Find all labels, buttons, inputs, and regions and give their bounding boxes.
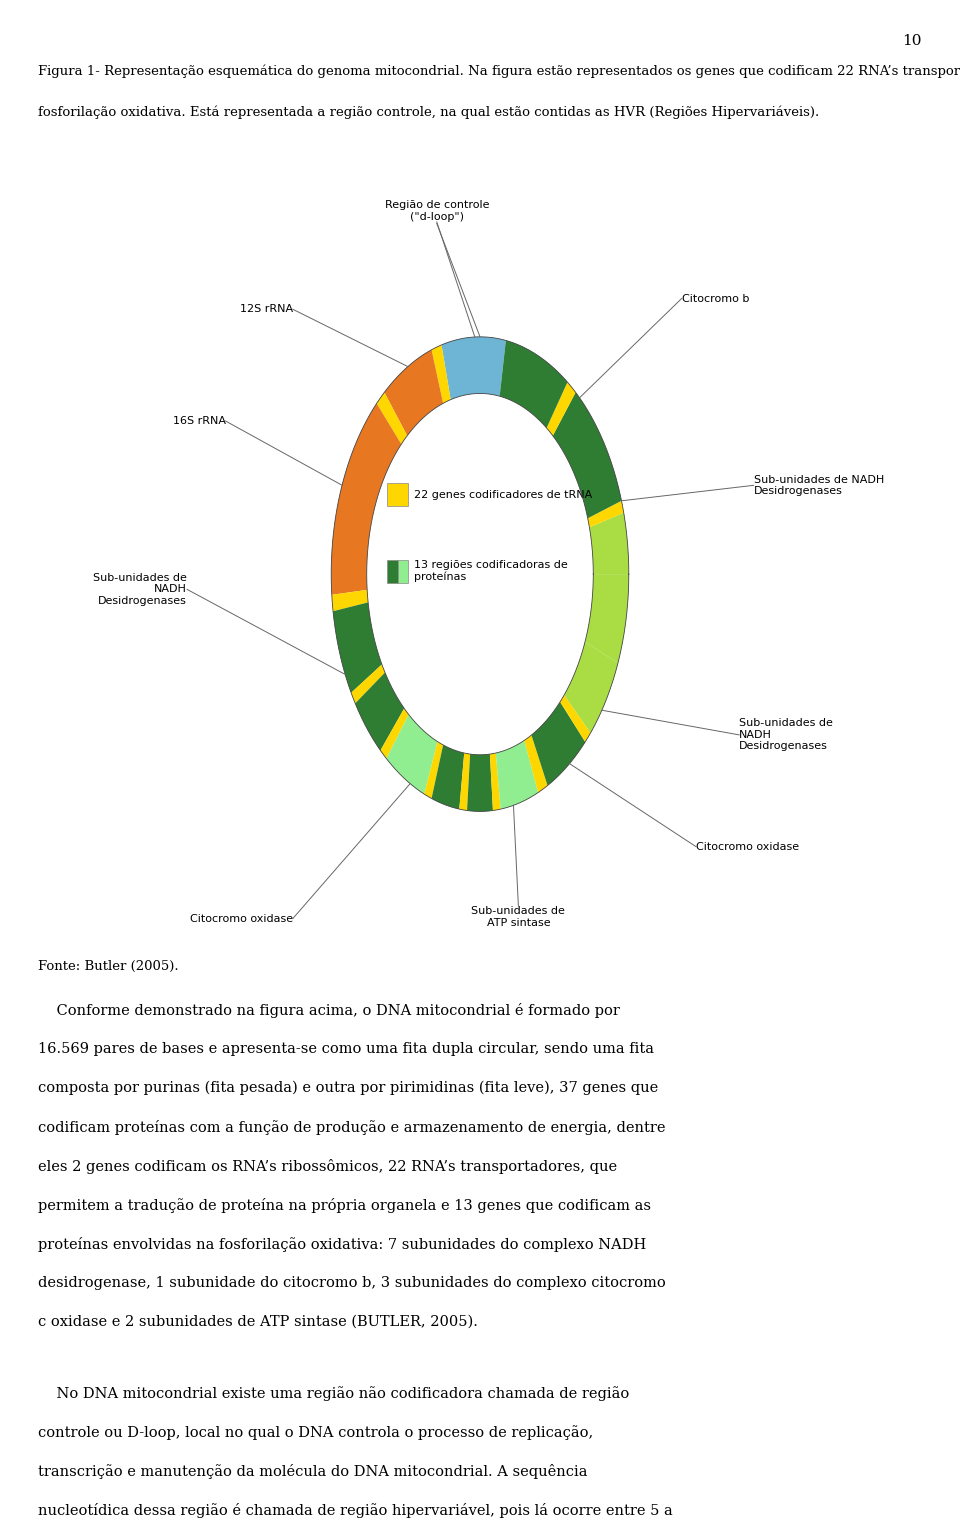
Text: eles 2 genes codificam os RNA’s ribossômicos, 22 RNA’s transportadores, que: eles 2 genes codificam os RNA’s ribossôm…: [38, 1159, 617, 1174]
Text: 12S rRNA: 12S rRNA: [240, 305, 293, 314]
Polygon shape: [585, 574, 629, 663]
Text: transcrição e manutenção da molécula do DNA mitocondrial. A sequência: transcrição e manutenção da molécula do …: [38, 1464, 588, 1479]
Polygon shape: [333, 602, 382, 692]
Polygon shape: [351, 664, 385, 703]
Polygon shape: [560, 695, 590, 743]
Polygon shape: [467, 755, 493, 811]
Text: 22 genes codificadores de tRNA: 22 genes codificadores de tRNA: [414, 490, 592, 499]
Text: Citocromo oxidase: Citocromo oxidase: [696, 842, 799, 851]
Text: fosforilação oxidativa. Está representada a região controle, na qual estão conti: fosforilação oxidativa. Está representad…: [38, 106, 820, 119]
Text: Sub-unidades de
ATP sintase: Sub-unidades de ATP sintase: [471, 906, 565, 928]
Polygon shape: [495, 741, 539, 808]
Polygon shape: [332, 589, 368, 611]
Text: Figura 1- Representação esquemática do genoma mitocondrial. Na figura estão repr: Figura 1- Representação esquemática do g…: [38, 64, 960, 78]
Polygon shape: [524, 735, 547, 793]
Bar: [387, 482, 408, 505]
Text: c oxidase e 2 subunidades de ATP sintase (BUTLER, 2005).: c oxidase e 2 subunidades de ATP sintase…: [38, 1315, 478, 1329]
Text: 10: 10: [902, 34, 922, 47]
Text: proteínas envolvidas na fosforilação oxidativa: 7 subunidades do complexo NADH: proteínas envolvidas na fosforilação oxi…: [38, 1237, 647, 1252]
Polygon shape: [355, 672, 404, 750]
Text: composta por purinas (fita pesada) e outra por pirimidinas (fita leve), 37 genes: composta por purinas (fita pesada) e out…: [38, 1081, 659, 1095]
Bar: [387, 559, 398, 582]
Polygon shape: [589, 513, 629, 574]
Text: Região de controle
("d-loop"): Região de controle ("d-loop"): [385, 201, 489, 222]
Polygon shape: [386, 715, 438, 795]
Polygon shape: [588, 501, 624, 527]
Text: Citocromo b: Citocromo b: [682, 294, 749, 303]
Text: permitem a tradução de proteína na própria organela e 13 genes que codificam as: permitem a tradução de proteína na própr…: [38, 1197, 652, 1213]
Polygon shape: [442, 337, 506, 400]
Bar: [398, 559, 408, 582]
Text: nucleotídica dessa região é chamada de região hipervariável, pois lá ocorre entr: nucleotídica dessa região é chamada de r…: [38, 1503, 673, 1519]
Polygon shape: [384, 349, 444, 436]
Polygon shape: [376, 392, 407, 444]
Polygon shape: [564, 641, 618, 733]
Text: 16S rRNA: 16S rRNA: [173, 416, 226, 426]
Polygon shape: [490, 753, 501, 810]
Polygon shape: [546, 383, 576, 436]
Polygon shape: [499, 340, 567, 429]
Polygon shape: [380, 709, 409, 758]
Polygon shape: [432, 344, 450, 403]
Text: Sub-unidades de NADH
Desidrogenases: Sub-unidades de NADH Desidrogenases: [754, 475, 884, 496]
Polygon shape: [331, 404, 401, 596]
Text: desidrogenase, 1 subunidade do citocromo b, 3 subunidades do complexo citocromo: desidrogenase, 1 subunidade do citocromo…: [38, 1277, 666, 1291]
Text: No DNA mitocondrial existe uma região não codificadora chamada de região: No DNA mitocondrial existe uma região nã…: [38, 1387, 630, 1401]
Text: 13 regiões codificadoras de
proteínas: 13 regiões codificadoras de proteínas: [414, 560, 567, 582]
Polygon shape: [553, 392, 621, 519]
Text: Conforme demonstrado na figura acima, o DNA mitocondrial é formado por: Conforme demonstrado na figura acima, o …: [38, 1003, 620, 1018]
Text: Sub-unidades de
NADH
Desidrogenases: Sub-unidades de NADH Desidrogenases: [93, 573, 187, 606]
Polygon shape: [532, 701, 586, 785]
Polygon shape: [459, 753, 470, 810]
Text: 16.569 pares de bases e apresenta-se como uma fita dupla circular, sendo uma fit: 16.569 pares de bases e apresenta-se com…: [38, 1043, 655, 1056]
Text: controle ou D-loop, local no qual o DNA controla o processo de replicação,: controle ou D-loop, local no qual o DNA …: [38, 1425, 593, 1441]
Text: Fonte: Butler (2005).: Fonte: Butler (2005).: [38, 960, 179, 972]
Text: Sub-unidades de
NADH
Desidrogenases: Sub-unidades de NADH Desidrogenases: [739, 718, 833, 752]
Polygon shape: [432, 746, 465, 808]
Text: Citocromo oxidase: Citocromo oxidase: [190, 914, 293, 923]
Polygon shape: [424, 741, 444, 799]
Text: codificam proteínas com a função de produção e armazenamento de energia, dentre: codificam proteínas com a função de prod…: [38, 1121, 666, 1134]
